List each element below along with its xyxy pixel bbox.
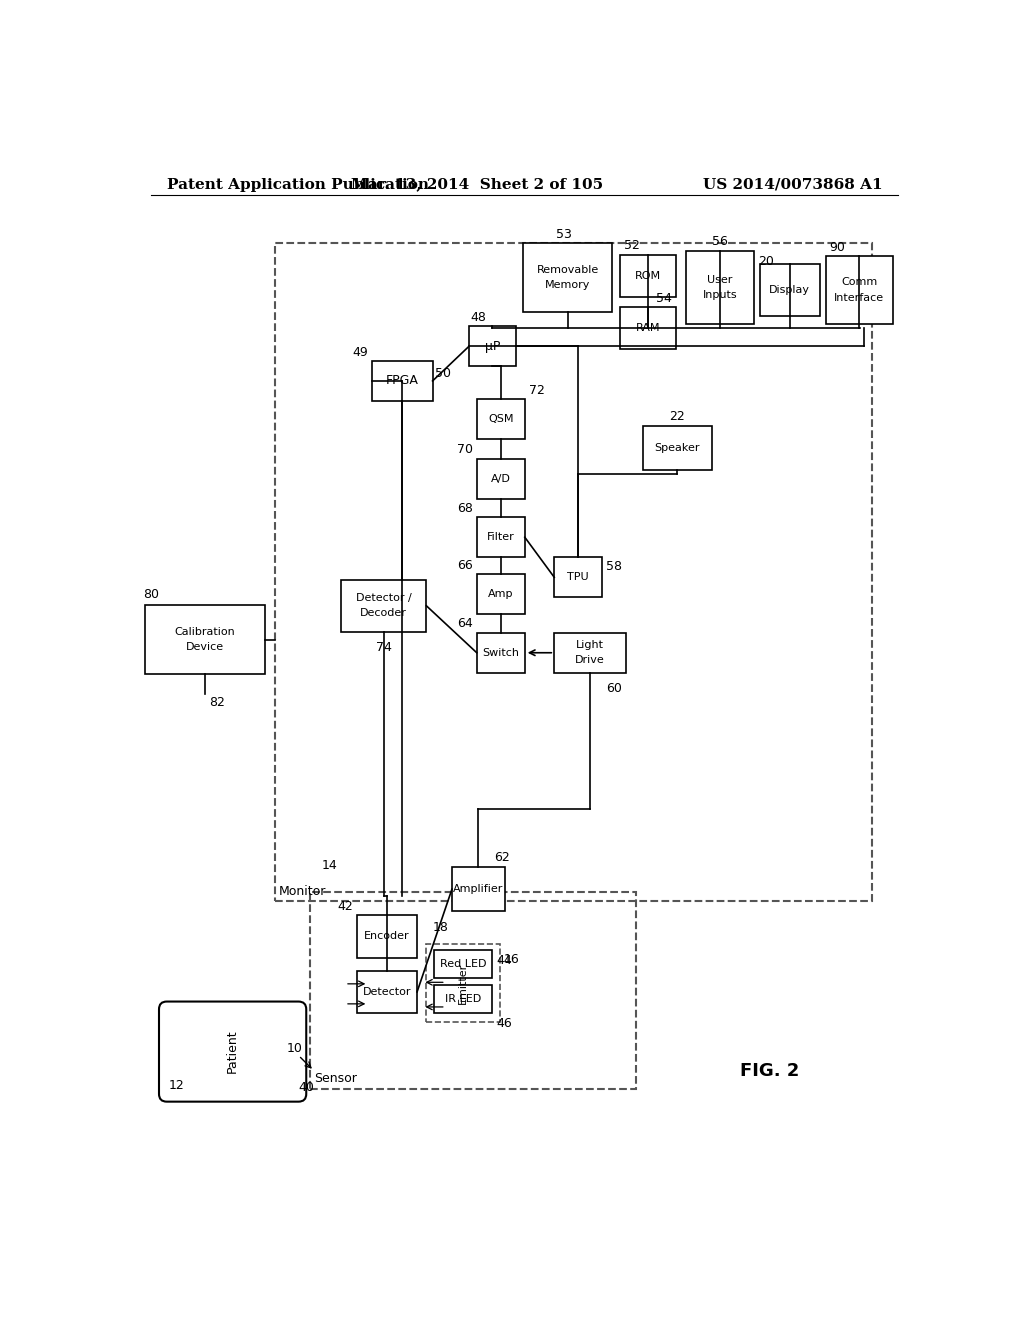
Text: Calibration: Calibration: [175, 627, 236, 638]
Text: 40: 40: [299, 1081, 314, 1094]
Text: 44: 44: [496, 954, 512, 966]
Text: Switch: Switch: [482, 648, 519, 657]
Text: Encoder: Encoder: [365, 932, 410, 941]
Bar: [452, 867, 505, 912]
Text: 16: 16: [504, 953, 519, 966]
Bar: [523, 243, 612, 313]
Bar: [372, 360, 432, 401]
Bar: [477, 400, 524, 440]
Text: 90: 90: [829, 240, 845, 253]
Text: 42: 42: [337, 900, 352, 913]
Text: IR LED: IR LED: [445, 994, 481, 1003]
Text: 48: 48: [471, 312, 486, 323]
Bar: [477, 517, 524, 557]
Bar: [643, 425, 712, 470]
Bar: [145, 605, 265, 675]
Text: 60: 60: [606, 682, 622, 696]
Text: FPGA: FPGA: [386, 375, 419, 388]
Text: TPU: TPU: [567, 573, 589, 582]
Text: μP: μP: [484, 339, 500, 352]
Bar: [477, 574, 524, 614]
Text: Emitter: Emitter: [458, 962, 468, 1003]
Text: Removable: Removable: [537, 265, 599, 275]
Text: 20: 20: [758, 255, 774, 268]
Bar: [825, 256, 893, 323]
Bar: [434, 985, 493, 1014]
Text: Light: Light: [575, 640, 604, 649]
Text: 56: 56: [712, 235, 728, 248]
Text: 74: 74: [376, 642, 392, 655]
Bar: [554, 557, 602, 598]
Text: Device: Device: [186, 643, 224, 652]
Text: User: User: [708, 275, 733, 285]
Text: Detector /: Detector /: [356, 593, 412, 603]
Text: 68: 68: [457, 502, 473, 515]
Bar: [621, 308, 676, 350]
Bar: [686, 251, 755, 323]
Text: 62: 62: [494, 851, 510, 865]
Text: Speaker: Speaker: [654, 444, 700, 453]
Text: 22: 22: [670, 411, 685, 424]
Text: RAM: RAM: [636, 323, 660, 333]
Bar: [554, 632, 626, 673]
Text: 50: 50: [435, 367, 451, 380]
Text: Comm: Comm: [841, 277, 878, 288]
Text: 53: 53: [556, 228, 571, 240]
Bar: [477, 459, 524, 499]
FancyBboxPatch shape: [159, 1002, 306, 1102]
Bar: [434, 950, 493, 978]
Bar: [341, 579, 426, 632]
Text: Memory: Memory: [545, 280, 591, 290]
Text: Amp: Amp: [488, 589, 513, 599]
Bar: [477, 632, 524, 673]
Text: QSM: QSM: [488, 414, 513, 425]
Bar: [356, 970, 417, 1014]
Text: 10: 10: [287, 1043, 303, 1056]
Text: 49: 49: [352, 346, 369, 359]
Text: 66: 66: [457, 558, 473, 572]
Bar: [275, 243, 872, 902]
Text: 82: 82: [209, 696, 225, 709]
Text: Decoder: Decoder: [360, 609, 408, 619]
Text: 72: 72: [528, 384, 545, 397]
Text: ROM: ROM: [635, 271, 662, 281]
Text: Detector: Detector: [362, 987, 411, 997]
Text: FIG. 2: FIG. 2: [740, 1061, 800, 1080]
Bar: [356, 915, 417, 958]
Text: 54: 54: [656, 292, 672, 305]
Text: 64: 64: [457, 618, 473, 631]
Text: 12: 12: [168, 1078, 184, 1092]
Text: Amplifier: Amplifier: [453, 884, 504, 894]
Text: Patient: Patient: [226, 1030, 240, 1073]
Text: Monitor: Monitor: [280, 884, 327, 898]
Bar: [426, 944, 500, 1022]
Text: US 2014/0073868 A1: US 2014/0073868 A1: [703, 178, 883, 191]
Text: 80: 80: [143, 589, 160, 601]
Text: 52: 52: [624, 239, 640, 252]
Text: A/D: A/D: [490, 474, 511, 483]
Text: Patent Application Publication: Patent Application Publication: [167, 178, 429, 191]
Text: Filter: Filter: [486, 532, 515, 543]
Text: Inputs: Inputs: [702, 290, 737, 300]
Bar: [310, 892, 636, 1089]
Text: Display: Display: [769, 285, 810, 296]
Text: Drive: Drive: [575, 656, 605, 665]
Text: 46: 46: [496, 1016, 512, 1030]
Text: Red LED: Red LED: [440, 960, 486, 969]
Text: 14: 14: [322, 859, 338, 873]
Text: 18: 18: [432, 921, 449, 933]
Bar: [760, 264, 820, 317]
Bar: [469, 326, 515, 367]
Text: Interface: Interface: [835, 293, 885, 302]
Text: 58: 58: [606, 560, 623, 573]
Text: Mar. 13, 2014  Sheet 2 of 105: Mar. 13, 2014 Sheet 2 of 105: [350, 178, 603, 191]
Text: 70: 70: [457, 444, 473, 457]
Text: Sensor: Sensor: [314, 1072, 357, 1085]
Bar: [621, 255, 676, 297]
